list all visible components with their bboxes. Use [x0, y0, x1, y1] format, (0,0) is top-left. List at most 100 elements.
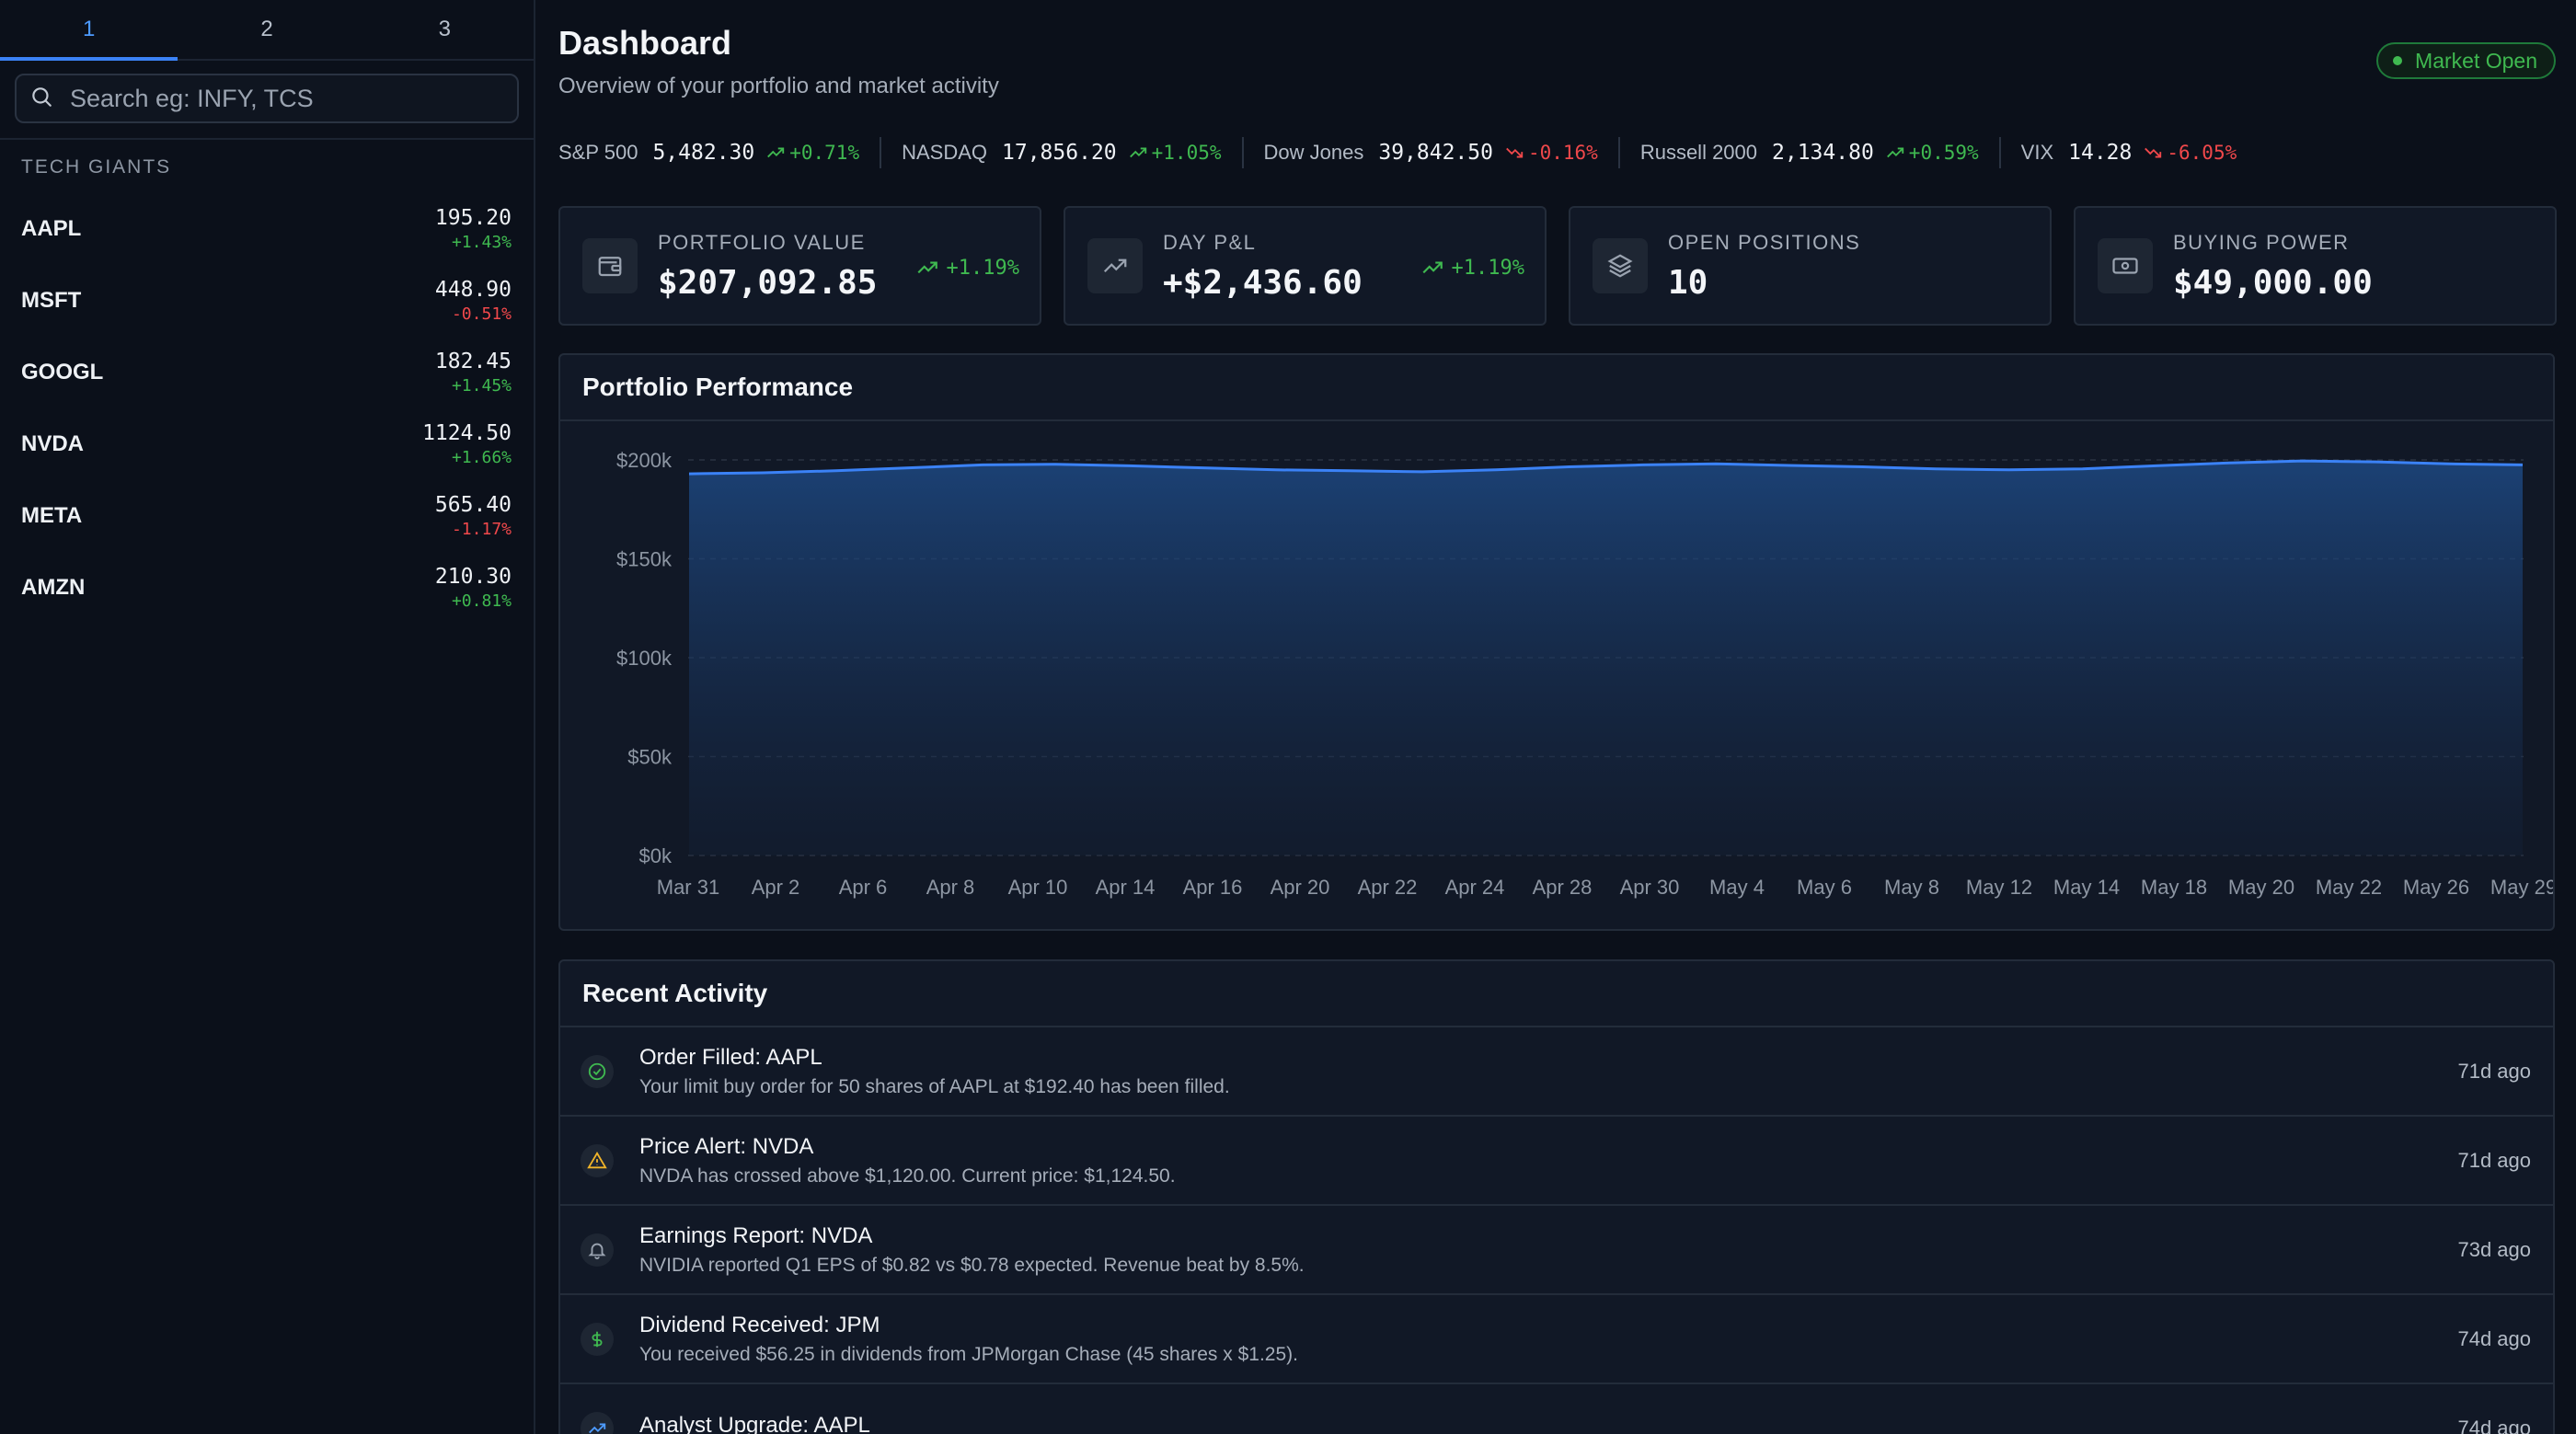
watchlist-price: 565.40 — [434, 493, 512, 517]
search-icon — [29, 85, 53, 113]
ticker-item-dow-jones[interactable]: Dow Jones 39,842.50 -0.16% — [1264, 137, 1620, 168]
x-tick-label: Apr 20 — [1271, 876, 1330, 899]
ticker-name: Russell 2000 — [1639, 141, 1758, 164]
activity-description: NVDA has crossed above $1,120.00. Curren… — [639, 1164, 1176, 1187]
x-tick-label: May 6 — [1797, 876, 1852, 899]
stat-value: 10 — [1668, 263, 1708, 302]
activity-title: Order Filled: AAPL — [639, 1044, 822, 1070]
watchlist-symbol: NVDA — [21, 431, 85, 456]
check-circle-icon — [581, 1054, 614, 1088]
trend-down-icon — [1506, 147, 1524, 158]
y-tick-label: $150k — [616, 548, 673, 571]
x-tick-label: Apr 16 — [1183, 876, 1243, 899]
watchlist-item-nvda[interactable]: NVDA 1124.50 +1.66% — [0, 408, 534, 480]
page-subtitle: Overview of your portfolio and market ac… — [558, 74, 999, 98]
ticker-item-vix[interactable]: VIX 14.28 -6.05% — [2021, 137, 2258, 168]
stat-label: OPEN POSITIONS — [1668, 230, 1861, 254]
ticker-change: +1.05% — [1151, 142, 1222, 164]
watchlist-price: 182.45 — [434, 350, 512, 373]
stat-value: +$2,436.60 — [1163, 263, 1363, 302]
x-tick-label: Apr 22 — [1358, 876, 1418, 899]
search-input[interactable] — [70, 84, 475, 113]
y-tick-label: $200k — [616, 449, 673, 472]
y-tick-label: $50k — [627, 746, 673, 769]
x-tick-label: May 20 — [2228, 876, 2294, 899]
activity-time: 71d ago — [2457, 1059, 2531, 1083]
activity-item[interactable]: Earnings Report: NVDA NVIDIA reported Q1… — [560, 1206, 2553, 1295]
page-title: Dashboard — [558, 24, 732, 62]
trend-up-icon — [1886, 147, 1903, 158]
wallet-icon — [582, 238, 638, 293]
performance-chart[interactable]: $0k $50k $100k $150k $200k Mar 31 Apr 2 Apr 6 Ap… — [560, 423, 2555, 931]
tab-2[interactable]: 2 — [260, 17, 273, 41]
activity-time: 74d ago — [2457, 1326, 2531, 1350]
ticker-change: -6.05% — [2167, 142, 2237, 164]
activity-title: Analyst Upgrade: AAPL — [639, 1412, 870, 1434]
ticker-change: +0.71% — [789, 142, 860, 164]
ticker-value: 5,482.30 — [652, 141, 755, 165]
x-tick-label: May 22 — [2316, 876, 2382, 899]
market-ticker: S&P 500 5,482.30 +0.71% NASDAQ 17,856.20… — [558, 136, 2277, 169]
main-content: Dashboard Overview of your portfolio and… — [536, 0, 2576, 1434]
watchlist-item-aapl[interactable]: AAPL 195.20 +1.43% — [0, 193, 534, 265]
watchlist-symbol: META — [21, 503, 83, 528]
portfolio-area — [689, 461, 2523, 855]
recent-activity-panel: Recent Activity Order Filled: AAPL Your … — [558, 959, 2555, 1434]
x-tick-label: Apr 30 — [1620, 876, 1680, 899]
watchlist-group-label: TECH GIANTS — [21, 156, 172, 178]
panel-title: Portfolio Performance — [560, 355, 2553, 421]
stat-card-open-positions: OPEN POSITIONS 10 — [1569, 206, 2052, 326]
x-tick-label: May 29 — [2490, 876, 2555, 899]
watchlist-item-amzn[interactable]: AMZN 210.30 +0.81% — [0, 552, 534, 624]
ticker-name: Dow Jones — [1263, 141, 1364, 164]
trend-up-icon — [1421, 261, 1443, 274]
watchlist-item-meta[interactable]: META 565.40 -1.17% — [0, 480, 534, 552]
trend-down-icon — [2145, 147, 2162, 158]
stat-label: PORTFOLIO VALUE — [658, 230, 866, 254]
ticker-item-sp500[interactable]: S&P 500 5,482.30 +0.71% — [558, 137, 882, 168]
activity-time: 74d ago — [2457, 1416, 2531, 1434]
watchlist: AAPL 195.20 +1.43% MSFT 448.90 -0.51% GO… — [0, 193, 534, 624]
activity-item[interactable]: Price Alert: NVDA NVDA has crossed above… — [560, 1117, 2553, 1206]
x-tick-label: Apr 2 — [752, 876, 800, 899]
stat-change: +1.19% — [1451, 256, 1524, 280]
ticker-item-russell-2000[interactable]: Russell 2000 2,134.80 +0.59% — [1640, 137, 2001, 168]
x-tick-label: May 26 — [2403, 876, 2469, 899]
tab-1[interactable]: 1 — [0, 0, 178, 61]
activity-item[interactable]: Dividend Received: JPM You received $56.… — [560, 1295, 2553, 1384]
bell-icon — [581, 1233, 614, 1267]
portfolio-line — [688, 459, 2524, 476]
activity-item[interactable]: Order Filled: AAPL Your limit buy order … — [560, 1027, 2553, 1117]
watchlist-price: 195.20 — [434, 206, 512, 230]
trending-up-icon — [1087, 238, 1143, 293]
stat-card-day-pnl: DAY P&L +$2,436.60 +1.19% — [1064, 206, 1547, 326]
watchlist-tabs: 1 2 3 — [0, 0, 534, 61]
x-tick-label: Apr 8 — [926, 876, 975, 899]
x-tick-label: May 18 — [2141, 876, 2207, 899]
y-tick-label: $0k — [639, 844, 673, 867]
x-tick-label: Apr 28 — [1533, 876, 1593, 899]
activity-item[interactable]: Analyst Upgrade: AAPL 74d ago — [560, 1384, 2553, 1434]
activity-title: Dividend Received: JPM — [639, 1312, 880, 1337]
x-tick-label: May 14 — [2053, 876, 2120, 899]
search-section — [0, 61, 534, 140]
watchlist-symbol: AMZN — [21, 575, 86, 600]
watchlist-change: +1.66% — [451, 448, 512, 467]
watchlist-item-googl[interactable]: GOOGL 182.45 +1.45% — [0, 337, 534, 408]
tab-3[interactable]: 3 — [438, 17, 451, 41]
search-box[interactable] — [15, 74, 519, 123]
status-dot-icon — [2393, 56, 2403, 65]
watchlist-symbol: GOOGL — [21, 360, 104, 384]
ticker-item-nasdaq[interactable]: NASDAQ 17,856.20 +1.05% — [902, 137, 1244, 168]
watchlist-item-msft[interactable]: MSFT 448.90 -0.51% — [0, 265, 534, 337]
x-tick-label: May 4 — [1709, 876, 1765, 899]
ticker-value: 14.28 — [2068, 141, 2133, 165]
layers-icon — [1593, 238, 1648, 293]
ticker-value: 39,842.50 — [1378, 141, 1493, 165]
watchlist-price: 210.30 — [434, 565, 512, 589]
watchlist-price: 448.90 — [434, 278, 512, 302]
x-tick-label: May 8 — [1884, 876, 1939, 899]
portfolio-performance-panel: Portfolio Performance $0k $50k $100k $150k $… — [558, 353, 2555, 931]
trend-up-icon — [916, 261, 937, 274]
stat-label: BUYING POWER — [2173, 230, 2350, 254]
